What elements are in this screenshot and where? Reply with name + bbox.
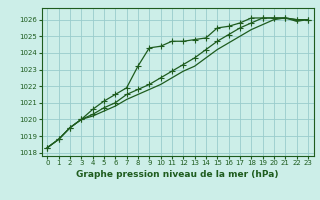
X-axis label: Graphe pression niveau de la mer (hPa): Graphe pression niveau de la mer (hPa) — [76, 170, 279, 179]
